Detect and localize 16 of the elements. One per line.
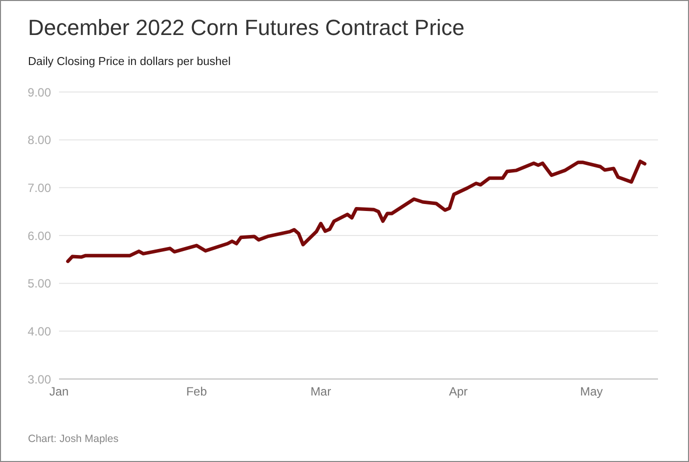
y-tick-label: 4.00 <box>28 324 52 338</box>
x-tick-label: Feb <box>186 384 208 399</box>
x-tick-label: Jan <box>49 384 69 399</box>
y-tick-label: 3.00 <box>28 372 52 386</box>
y-tick-label: 5.00 <box>28 276 52 291</box>
chart-title: December 2022 Corn Futures Contract Price <box>28 15 465 41</box>
chart-subtitle: Daily Closing Price in dollars per bushel <box>28 56 231 68</box>
y-tick-label: 9.00 <box>28 85 52 100</box>
x-tick-label: May <box>580 384 603 399</box>
y-tick-label: 7.00 <box>28 180 52 195</box>
text: Chart: Josh Maples <box>28 433 118 445</box>
line-series <box>66 160 646 264</box>
y-tick-label: 8.00 <box>28 133 52 148</box>
y-tick-label: 6.00 <box>28 228 52 243</box>
x-tick-label: Apr <box>448 384 468 399</box>
x-tick-label: Mar <box>310 384 332 399</box>
